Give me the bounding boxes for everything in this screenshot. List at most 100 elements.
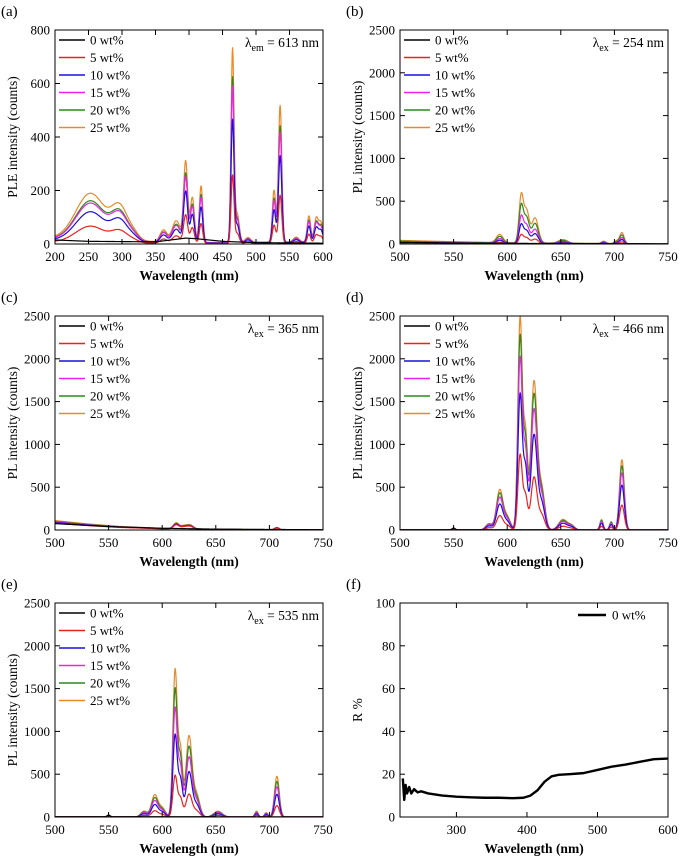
series-line-15-wt- — [400, 355, 668, 530]
series-line-0-wt- — [55, 522, 323, 530]
legend-label: 20 wt% — [90, 103, 130, 118]
x-tick-label: 550 — [99, 822, 119, 837]
y-tick-label: 0 — [389, 523, 396, 538]
x-tick-label: 200 — [45, 249, 65, 264]
chart-panel-c: (c)500 550 600 650 700 7500500100015002000250… — [1, 290, 333, 569]
legend-label: 0 wt% — [435, 319, 469, 334]
y-tick-label: 800 — [31, 23, 51, 38]
legend-label: 25 wt% — [90, 693, 130, 708]
series-line-10-wt- — [55, 733, 323, 817]
legend-label: 15 wt% — [90, 85, 130, 100]
legend-label: 10 wt% — [90, 641, 130, 656]
y-tick-label: 40 — [382, 724, 395, 739]
legend-label: 0 wt% — [90, 319, 124, 334]
x-tick-label: 700 — [605, 535, 625, 550]
annotation-subscript: ex — [599, 329, 608, 340]
chart-panel-f: (f) 300 400 500 600 0 20 40 60 80 100 Wavelength (n… — [346, 577, 678, 856]
x-tick-label: 600 — [658, 822, 678, 837]
x-tick-label: 550 — [280, 249, 300, 264]
legend-label: 5 wt% — [435, 50, 469, 65]
y-tick-label: 80 — [382, 638, 395, 653]
x-axis-label: Wavelength (nm) — [139, 268, 238, 283]
legend-label: 20 wt% — [90, 676, 130, 691]
y-tick-label: 60 — [382, 681, 395, 696]
annotation-value: = 613 nm — [264, 35, 320, 50]
series-line-5-wt- — [55, 174, 323, 244]
x-tick-label: 300 — [447, 822, 467, 837]
series-line-10-wt- — [55, 118, 323, 244]
y-tick-label: 2500 — [24, 596, 50, 611]
x-tick-label: 750 — [658, 249, 678, 264]
y-tick-label: 0 — [389, 810, 396, 825]
series-group — [401, 757, 668, 802]
series-line-0-wt- — [55, 237, 323, 244]
legend-label: 5 wt% — [435, 336, 469, 351]
legend-label: 0 wt% — [435, 33, 469, 48]
x-tick-label: 700 — [260, 822, 280, 837]
y-tick-label: 1000 — [369, 437, 395, 452]
x-axis-label: Wavelength (nm) — [484, 841, 583, 856]
x-tick-label: 450 — [213, 249, 233, 264]
y-tick-label: 1500 — [24, 394, 50, 409]
y-tick-label: 2500 — [369, 23, 395, 38]
legend-label: 5 wt% — [90, 623, 124, 638]
annotation-symbol: λ — [593, 35, 600, 50]
x-tick-label: 600 — [497, 249, 517, 264]
annotation-symbol: λ — [248, 608, 255, 623]
x-tick-label: 550 — [444, 535, 464, 550]
y-tick-label: 2000 — [24, 351, 50, 366]
x-tick-label: 400 — [517, 822, 537, 837]
annotation-value: = 365 nm — [264, 321, 320, 336]
legend-label: 25 wt% — [90, 406, 130, 421]
plot-frame — [399, 602, 669, 818]
y-tick-label: 500 — [31, 767, 51, 782]
y-tick-label: 600 — [31, 76, 51, 91]
x-tick-label: 650 — [551, 535, 571, 550]
x-tick-label: 500 — [45, 822, 65, 837]
wavelength-annotation: λex = 254 nm — [593, 35, 665, 54]
series-group — [55, 667, 323, 817]
legend-label: 10 wt% — [435, 68, 475, 83]
y-tick-label: 1500 — [369, 108, 395, 123]
y-tick-label: 1500 — [24, 681, 50, 696]
legend-label: 20 wt% — [435, 389, 475, 404]
y-tick-label: 1500 — [369, 394, 395, 409]
series-line-15-wt- — [55, 706, 323, 817]
x-tick-label: 650 — [206, 822, 226, 837]
annotation-subscript: em — [252, 43, 264, 54]
legend-label: 15 wt% — [435, 371, 475, 386]
series-line-10-wt- — [400, 392, 668, 530]
x-tick-label: 750 — [313, 535, 333, 550]
y-axis-label: PL intensity (counts) — [5, 654, 20, 767]
series-line-0-wt- — [401, 757, 668, 802]
y-tick-label: 500 — [31, 480, 51, 495]
series-group — [55, 47, 323, 244]
legend-label: 5 wt% — [90, 336, 124, 351]
plot-frame — [399, 315, 669, 531]
legend-label: 0 wt% — [90, 33, 124, 48]
wavelength-annotation: λem = 613 nm — [245, 35, 320, 54]
panel-label: (f) — [346, 577, 361, 593]
legend-label: 10 wt% — [435, 354, 475, 369]
y-axis-label: PL intensity (counts) — [350, 367, 365, 480]
x-tick-label: 350 — [146, 249, 166, 264]
plot-frame — [54, 315, 324, 531]
x-tick-label: 600 — [152, 822, 172, 837]
legend-label: 10 wt% — [90, 354, 130, 369]
annotation-value: = 254 nm — [609, 35, 665, 50]
chart-panel-b: (b)500 550 600 650 700 7500500100015002000250… — [346, 4, 678, 283]
y-tick-label: 2000 — [369, 351, 395, 366]
x-tick-label: 500 — [45, 535, 65, 550]
y-tick-label: 500 — [376, 194, 396, 209]
plot-frame — [54, 602, 324, 818]
x-tick-label: 650 — [206, 535, 226, 550]
y-tick-label: 20 — [382, 767, 395, 782]
x-tick-label: 500 — [390, 249, 410, 264]
y-tick-label: 1000 — [369, 151, 395, 166]
annotation-symbol: λ — [245, 35, 252, 50]
series-line-5-wt- — [55, 774, 323, 817]
y-tick-label: 1000 — [24, 724, 50, 739]
legend-label: 20 wt% — [435, 103, 475, 118]
legend-label: 0 wt% — [612, 608, 646, 623]
